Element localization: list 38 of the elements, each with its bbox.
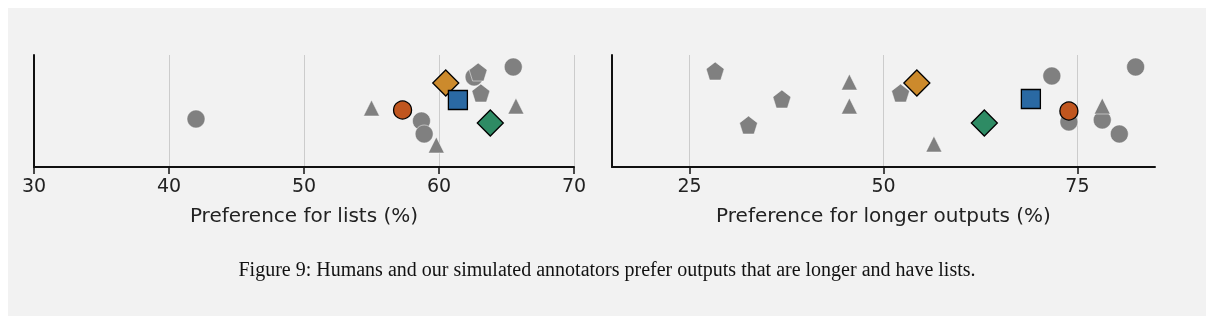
point (1020, 88, 1042, 110)
x-tick-label: 40 (156, 173, 182, 196)
x-tick-label: 50 (871, 173, 896, 196)
point (1110, 124, 1129, 144)
x-tick-label: 50 (291, 173, 317, 196)
point (392, 100, 413, 120)
point (1094, 97, 1111, 115)
point (186, 109, 206, 129)
x-axis-title: Preference for longer outputs (%) (716, 203, 1051, 227)
point (970, 109, 998, 137)
x-tick-label: 75 (1065, 173, 1090, 196)
x-axis-title: Preference for lists (%) (189, 203, 419, 227)
point (891, 83, 910, 103)
point (476, 109, 504, 137)
point (772, 89, 792, 109)
x-tick-label: 25 (677, 173, 702, 196)
point (414, 124, 434, 144)
point (428, 136, 445, 154)
point (841, 73, 858, 91)
point (447, 89, 469, 111)
point (507, 97, 525, 115)
point (841, 97, 858, 115)
point (432, 69, 460, 97)
x-tick-label: 70 (561, 173, 587, 196)
caption: Figure 9: Humans and our simulated annotators prefer outputs that are longer and have lists. (237, 258, 977, 281)
point (739, 115, 758, 135)
point (468, 62, 488, 82)
point (705, 61, 725, 81)
point (1042, 66, 1062, 86)
point (925, 135, 943, 153)
point (1059, 101, 1079, 121)
point (471, 83, 491, 103)
x-tick-label: 60 (426, 173, 452, 196)
point (1126, 57, 1145, 77)
point (903, 69, 931, 97)
point (504, 57, 523, 77)
x-tick-label: 30 (21, 173, 47, 196)
point (363, 99, 380, 117)
